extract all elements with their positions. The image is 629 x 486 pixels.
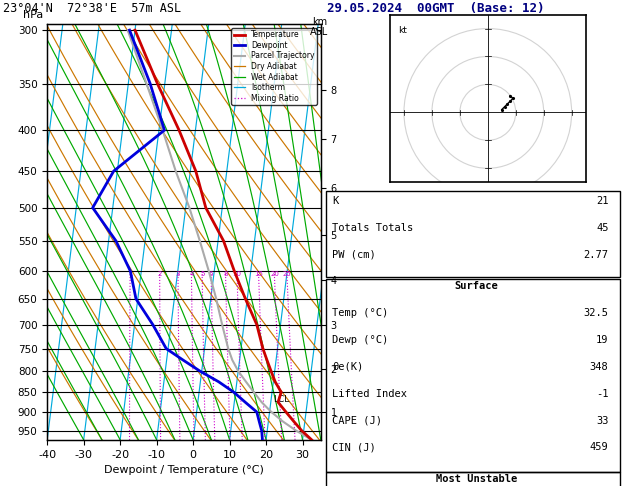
Text: θe(K): θe(K) — [332, 362, 363, 372]
Text: -1: -1 — [596, 389, 608, 399]
Text: K: K — [332, 196, 338, 206]
Text: hPa: hPa — [23, 10, 43, 20]
Text: 1: 1 — [128, 271, 132, 277]
Text: 23°04'N  72°38'E  57m ASL: 23°04'N 72°38'E 57m ASL — [3, 2, 181, 16]
Text: Most Unstable: Most Unstable — [435, 474, 517, 484]
Text: CAPE (J): CAPE (J) — [332, 416, 382, 426]
Bar — [326, 191, 620, 277]
Text: Lifted Index: Lifted Index — [332, 389, 407, 399]
Text: 32.5: 32.5 — [584, 308, 608, 318]
Text: 2: 2 — [157, 271, 162, 277]
Text: 3: 3 — [175, 271, 181, 277]
Legend: Temperature, Dewpoint, Parcel Trajectory, Dry Adiabat, Wet Adiabat, Isotherm, Mi: Temperature, Dewpoint, Parcel Trajectory… — [231, 28, 317, 105]
Text: 10: 10 — [233, 271, 242, 277]
Text: 29.05.2024  00GMT  (Base: 12): 29.05.2024 00GMT (Base: 12) — [327, 2, 545, 16]
Text: 6: 6 — [209, 271, 213, 277]
Text: 21: 21 — [596, 196, 608, 206]
Text: km
ASL: km ASL — [310, 17, 329, 37]
X-axis label: Dewpoint / Temperature (°C): Dewpoint / Temperature (°C) — [104, 465, 264, 475]
Text: PW (cm): PW (cm) — [332, 250, 376, 260]
Text: kt: kt — [398, 26, 407, 35]
Text: 459: 459 — [590, 442, 608, 452]
Text: 20: 20 — [270, 271, 279, 277]
Text: 19: 19 — [596, 335, 608, 345]
Text: 2.77: 2.77 — [584, 250, 608, 260]
Text: Totals Totals: Totals Totals — [332, 223, 413, 233]
Text: Dewp (°C): Dewp (°C) — [332, 335, 388, 345]
Text: 15: 15 — [254, 271, 263, 277]
Text: Surface: Surface — [454, 281, 498, 291]
Text: 4: 4 — [189, 271, 194, 277]
Text: LCL: LCL — [273, 395, 289, 404]
Bar — [326, 472, 620, 486]
Text: 5: 5 — [200, 271, 204, 277]
Text: 25: 25 — [282, 271, 291, 277]
Text: 33: 33 — [596, 416, 608, 426]
Text: CIN (J): CIN (J) — [332, 442, 376, 452]
Bar — [326, 279, 620, 472]
Text: 45: 45 — [596, 223, 608, 233]
Text: 348: 348 — [590, 362, 608, 372]
Text: 8: 8 — [223, 271, 228, 277]
Text: Temp (°C): Temp (°C) — [332, 308, 388, 318]
